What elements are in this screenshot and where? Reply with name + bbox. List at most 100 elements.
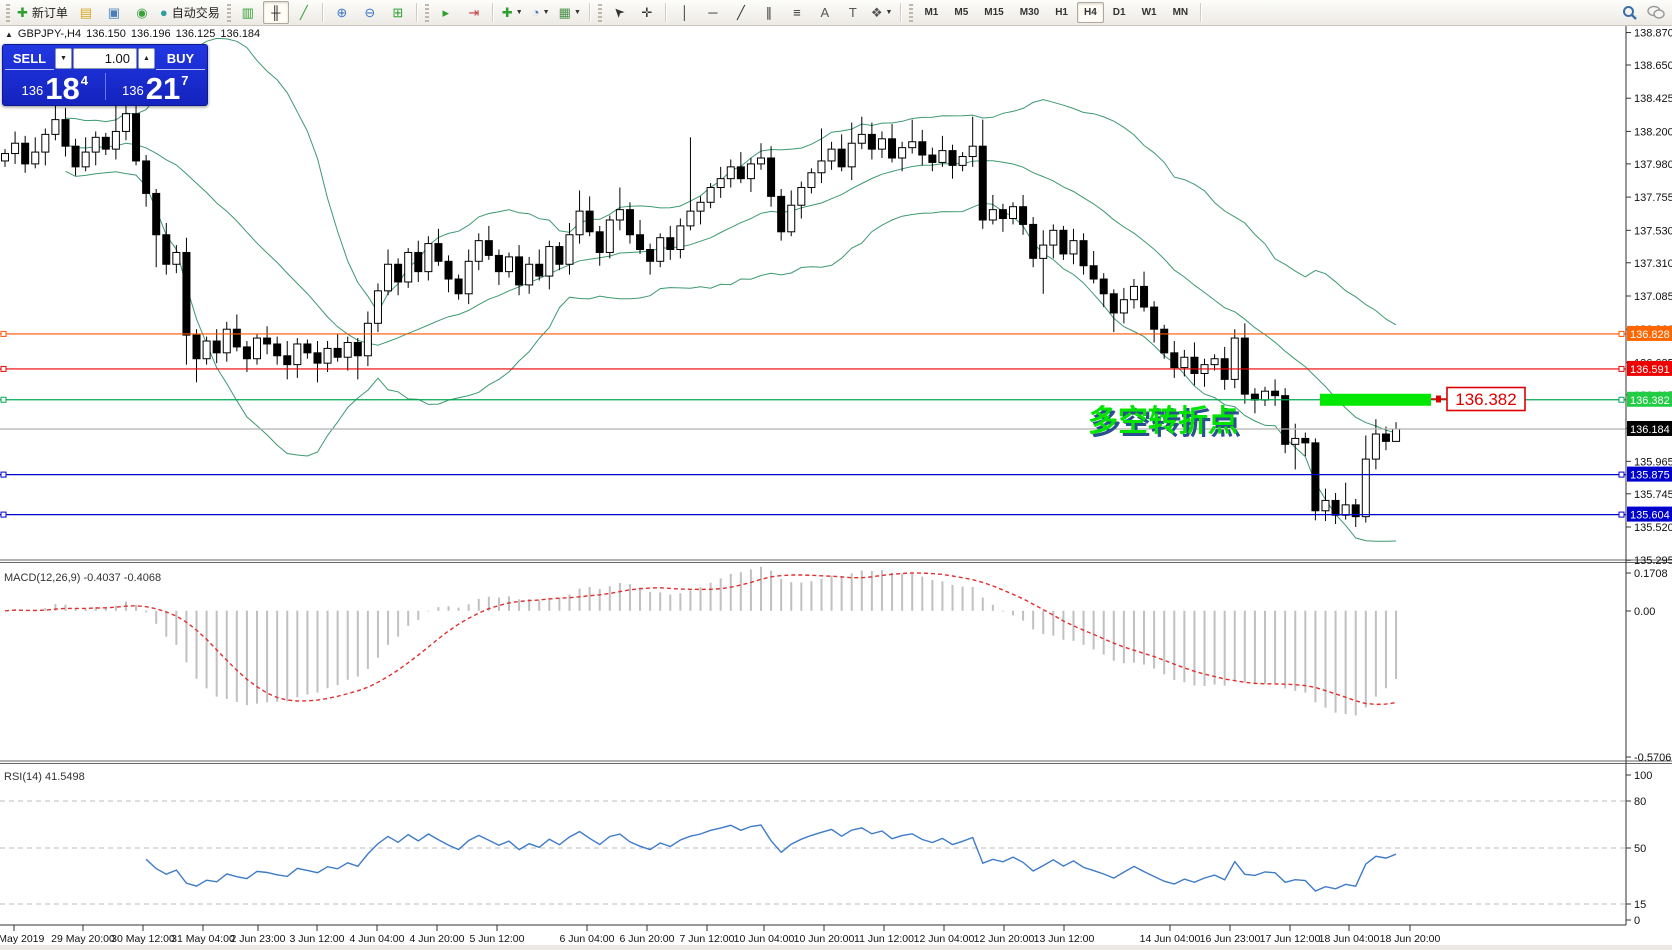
search-icon[interactable]	[1619, 2, 1641, 23]
support-line-1[interactable]	[0, 471, 1626, 478]
svg-text:135.520: 135.520	[1634, 522, 1672, 534]
svg-text:0: 0	[1634, 915, 1640, 927]
green-rectangle[interactable]	[1320, 393, 1431, 406]
chevron-down-icon[interactable]: ▼	[885, 9, 893, 16]
panel-divider	[104, 73, 106, 100]
history-center-button[interactable]: ▤	[73, 1, 99, 24]
svg-text:136.591: 136.591	[1630, 364, 1670, 376]
price-badge: 135.875	[1627, 466, 1672, 482]
candlestick-chart-button[interactable]: ╫	[262, 1, 289, 24]
fibonacci-button[interactable]: ≡	[784, 1, 810, 24]
volume-increase-button[interactable]: ▲	[138, 48, 155, 69]
crosshair-button[interactable]: ✛	[634, 1, 660, 24]
toolbar-separator	[588, 3, 591, 22]
periods-icon: ◔	[531, 5, 540, 20]
timeframe-d1[interactable]: D1	[1112, 7, 1126, 18]
horizontal-line-button[interactable]: ─	[700, 1, 726, 24]
zoom-in-icon: ⊕	[336, 5, 348, 20]
candlestick-chart-icon: ╫	[271, 5, 281, 20]
periods-button[interactable]: ◔ ▼	[528, 1, 554, 24]
support-line-2[interactable]	[0, 511, 1626, 518]
bar-chart-button[interactable]: ▥	[235, 1, 261, 24]
svg-text:136.382: 136.382	[1630, 395, 1670, 407]
trendline-button[interactable]: ╱	[728, 1, 754, 24]
chevron-down-icon[interactable]: ▼	[515, 9, 523, 16]
collapse-panel-icon[interactable]: ▲	[5, 29, 13, 39]
toolbar-grip[interactable]	[226, 3, 231, 22]
svg-text:135.745: 135.745	[1634, 489, 1672, 501]
macd-signal-line	[4, 572, 1397, 706]
chart-shift-icon: ⇥	[468, 5, 480, 20]
volume-decrease-button[interactable]: ▼	[55, 48, 72, 69]
svg-text:-0.5706: -0.5706	[1634, 752, 1671, 764]
zoom-in-button[interactable]: ⊕	[329, 1, 355, 24]
timeframe-w1[interactable]: W1	[1141, 7, 1157, 18]
chart-shift-button[interactable]: ⇥	[461, 1, 487, 24]
svg-text:17 Jun 12:00: 17 Jun 12:00	[1260, 933, 1321, 945]
price-callout[interactable]: 136.382	[1431, 386, 1526, 412]
toolbar-separator	[415, 3, 418, 22]
rsi-label: RSI(14) 41.5498	[4, 771, 85, 783]
svg-text:6 Jun 04:00: 6 Jun 04:00	[560, 933, 615, 945]
toolbar-grip[interactable]	[909, 3, 914, 22]
price-axis: 138.870 138.650 138.425 138.200 137.980 137.7…	[1626, 28, 1672, 567]
chat-icon[interactable]	[1645, 2, 1667, 23]
resistance-line-1[interactable]	[0, 330, 1626, 337]
equidistant-channel-button[interactable]: ∥	[756, 1, 782, 24]
svg-text:18 Jun 20:00: 18 Jun 20:00	[1380, 933, 1441, 945]
svg-text:137.530: 137.530	[1634, 225, 1672, 237]
svg-text:13 Jun 12:00: 13 Jun 12:00	[1034, 933, 1095, 945]
svg-text:0.00: 0.00	[1634, 606, 1655, 618]
tile-windows-icon: ⊞	[392, 5, 404, 20]
signals-button[interactable]: ◉	[129, 1, 155, 24]
svg-text:14 Jun 04:00: 14 Jun 04:00	[1140, 933, 1201, 945]
vertical-line-icon: │	[680, 5, 689, 20]
svg-text:18 Jun 04:00: 18 Jun 04:00	[1319, 933, 1380, 945]
timeframe-h1[interactable]: H1	[1055, 7, 1068, 18]
cursor-button[interactable]: ➤	[606, 1, 632, 24]
toolbar-grip[interactable]	[6, 3, 10, 22]
autotrading-icon: ●	[159, 5, 168, 20]
buy-price-prefix: 136	[122, 83, 144, 98]
timeframe-m15[interactable]: M15	[984, 7, 1004, 18]
templates-button[interactable]: ▦ ▼	[556, 1, 584, 24]
arrows-button[interactable]: ❖ ▼	[868, 1, 896, 24]
buy-price[interactable]: 136 21 7	[106, 70, 206, 103]
toolbar-grip[interactable]	[597, 3, 602, 22]
toolbar-grip[interactable]	[424, 3, 429, 22]
volume-input[interactable]: 1.00	[73, 48, 137, 69]
toolbar-separator	[900, 3, 903, 22]
text-button[interactable]: A	[812, 1, 838, 24]
horizontal-line-icon: ─	[708, 5, 718, 20]
timeframe-mn[interactable]: MN	[1172, 7, 1189, 18]
new-order-button[interactable]: ✚ 新订单	[14, 1, 71, 24]
svg-text:4 Jun 04:00: 4 Jun 04:00	[350, 933, 405, 945]
rsi-line	[145, 824, 1397, 892]
sell-price[interactable]: 136 18 4	[5, 70, 105, 103]
timeframe-h4[interactable]: H4	[1076, 2, 1104, 23]
vertical-line-button[interactable]: │	[672, 1, 698, 24]
timeframe-m5[interactable]: M5	[954, 7, 969, 18]
buy-button[interactable]: BUY	[156, 47, 205, 70]
svg-text:16 Jun 23:00: 16 Jun 23:00	[1200, 933, 1261, 945]
profile-button[interactable]: ▣	[101, 1, 127, 24]
arrows-icon: ❖	[870, 5, 883, 20]
timeframe-m1[interactable]: M1	[924, 7, 939, 18]
sell-button[interactable]: SELL	[5, 47, 54, 70]
bollinger-bands	[65, 37, 1397, 542]
timeframe-m30[interactable]: M30	[1019, 7, 1040, 18]
autotrading-button[interactable]: ● 自动交易	[157, 1, 223, 24]
fibonacci-icon: ≡	[793, 5, 801, 20]
chevron-down-icon[interactable]: ▼	[542, 9, 550, 16]
macd-label: MACD(12,26,9) -0.4037 -0.4068	[4, 572, 161, 584]
resistance-line-2[interactable]	[0, 365, 1626, 372]
auto-scroll-button[interactable]: ▸	[433, 1, 459, 24]
indicators-button[interactable]: ✚ ▼	[499, 1, 526, 24]
zoom-out-button[interactable]: ⊖	[357, 1, 383, 24]
tile-windows-button[interactable]: ⊞	[385, 1, 411, 24]
text-label-button[interactable]: T	[840, 1, 866, 24]
chevron-down-icon[interactable]: ▼	[573, 9, 581, 16]
line-chart-button[interactable]: ╱	[291, 1, 317, 24]
